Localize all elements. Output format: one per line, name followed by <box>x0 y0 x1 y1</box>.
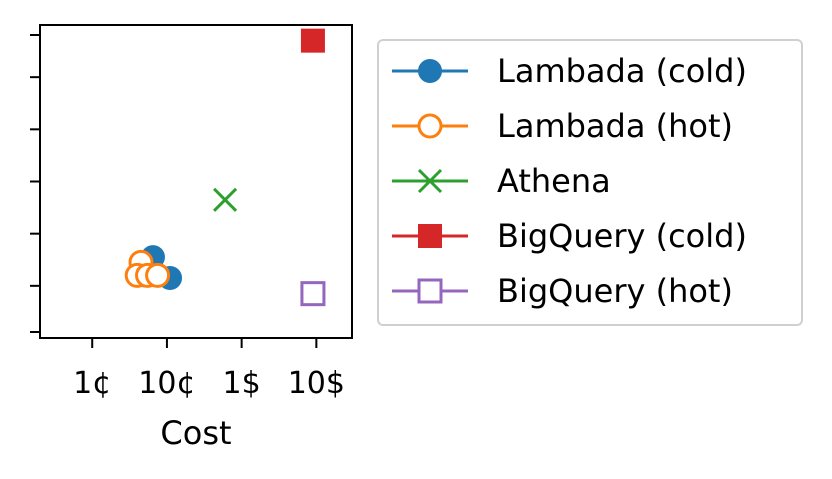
legend-label: BigQuery (hot) <box>497 272 733 310</box>
plot-area <box>39 24 353 339</box>
legend-label: Lambada (cold) <box>497 52 747 90</box>
data-point <box>145 262 171 288</box>
legend-label: Athena <box>497 162 611 200</box>
axis-ticks: 1¢ 10¢ 1$ 10$ <box>30 34 345 401</box>
legend: Lambada (cold) Lambada (hot) Athena BigQuer… <box>377 39 803 326</box>
legend-marker <box>418 224 442 248</box>
x-tick-label: 1¢ <box>73 366 111 401</box>
legend-marker <box>418 59 442 83</box>
data-point <box>300 281 326 307</box>
data-points <box>124 28 326 307</box>
x-axis-label: Cost <box>160 414 231 452</box>
legend-label: Lambada (hot) <box>497 107 733 145</box>
x-tick-label: 1$ <box>223 366 261 401</box>
data-point <box>300 28 325 53</box>
x-tick-label: 10¢ <box>138 366 195 401</box>
legend-label: BigQuery (cold) <box>497 217 747 255</box>
legend-marker <box>417 113 443 139</box>
data-point <box>213 187 238 212</box>
x-tick-label: 10$ <box>288 366 345 401</box>
legend-marker <box>417 278 443 304</box>
legend-marker <box>417 168 443 194</box>
legend-frame <box>377 39 803 326</box>
